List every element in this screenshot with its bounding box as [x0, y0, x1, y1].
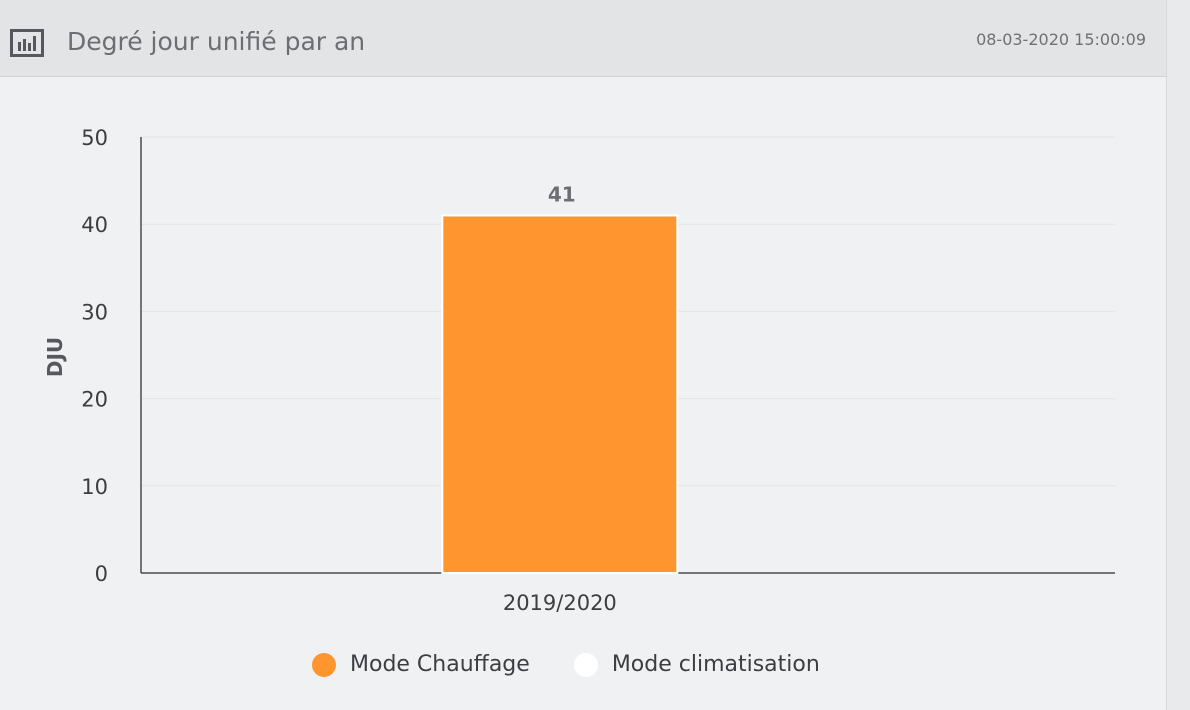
bar-chart-icon — [10, 29, 44, 57]
legend-dot-icon — [573, 652, 598, 677]
legend-dot-icon — [312, 652, 336, 677]
y-tick-label: 40 — [81, 213, 108, 237]
x-tick-label: 2019/2020 — [503, 591, 617, 615]
chart-panel: Degré jour unifié par an 08-03-2020 15:0… — [0, 0, 1166, 677]
bar — [441, 214, 679, 574]
y-tick-label: 50 — [81, 126, 108, 150]
y-tick-label: 10 — [81, 475, 108, 499]
timestamp: 08-03-2020 15:00:09 — [976, 30, 1146, 49]
legend-label: Mode climatisation — [611, 652, 820, 677]
page-title: Degré jour unifié par an — [67, 27, 366, 56]
panel-header: Degré jour unifié par an 08-03-2020 15:0… — [0, 0, 1166, 77]
legend-item[interactable]: Mode Chauffage — [312, 652, 530, 677]
chart-legend: Mode Chauffage Mode climatisation — [312, 652, 864, 677]
y-tick-label: 30 — [81, 300, 108, 324]
y-tick-label: 0 — [95, 562, 108, 586]
scrollbar-track[interactable] — [1166, 0, 1190, 710]
y-axis-label: DJU — [43, 337, 67, 377]
legend-item[interactable]: Mode climatisation — [573, 652, 820, 677]
bar-chart: 0 10 20 30 40 50 DJU 41 2019/2020 — [43, 126, 1115, 615]
y-tick-label: 20 — [81, 388, 108, 412]
legend-label: Mode Chauffage — [350, 652, 530, 677]
data-label: 41 — [548, 182, 576, 206]
